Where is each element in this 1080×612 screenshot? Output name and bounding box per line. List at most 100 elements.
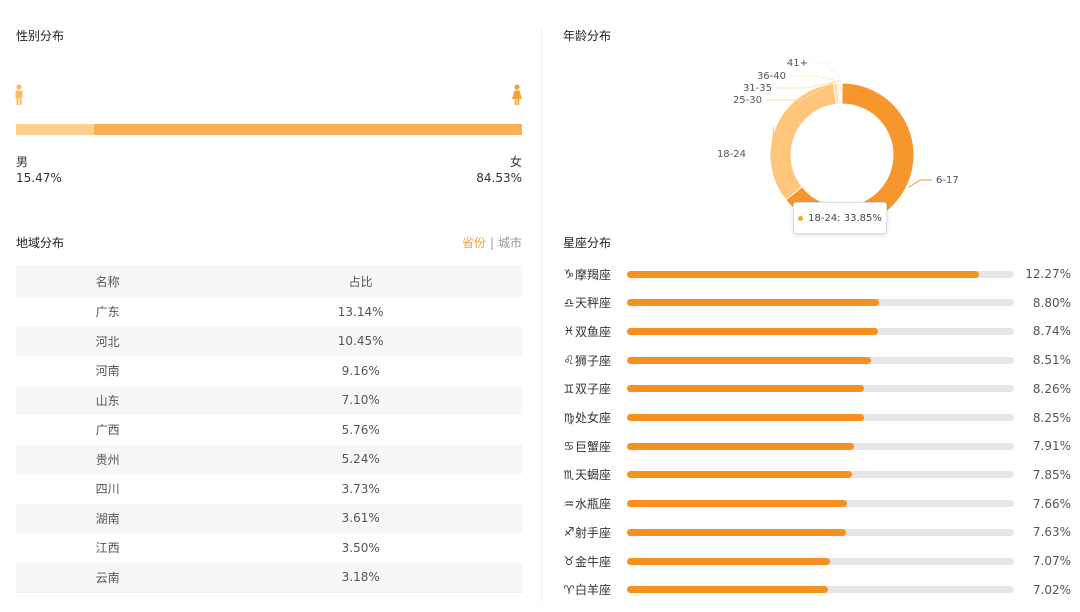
- age-leader-line: [770, 126, 775, 155]
- zodiac-row: ♌ 狮子座 8.51%: [563, 350, 1073, 370]
- zodiac-label: 天蝎座: [575, 468, 612, 483]
- zodiac-icon: ♍: [563, 410, 575, 425]
- zodiac-track: [627, 356, 1014, 364]
- zodiac-bar: [627, 586, 829, 594]
- tooltip-dot: [798, 215, 804, 221]
- column-divider: [541, 28, 542, 603]
- region-name-cell: 广西: [95, 423, 120, 438]
- zodiac-track: [627, 500, 1014, 508]
- region-name-cell: 湖南: [16, 503, 200, 533]
- zodiac-value: 7.85%: [1032, 467, 1071, 482]
- zodiac-track: [627, 586, 1014, 594]
- zodiac-bar: [627, 270, 979, 278]
- gender-title: 性别分布: [16, 29, 65, 43]
- region-name-cell: 河北: [16, 326, 200, 356]
- zodiac-row: ♑ 摩羯座 12.27%: [563, 264, 1073, 284]
- age-leader-line: [766, 80, 836, 101]
- zodiac-icon: ♌: [563, 353, 575, 368]
- zodiac-value: 8.26%: [1032, 381, 1071, 396]
- region-name-cell: 山东: [16, 385, 200, 415]
- zodiac-bar: [627, 471, 853, 479]
- table-row: 四川 3.73%: [16, 474, 522, 504]
- zodiac-label: 摩羯座: [575, 267, 612, 282]
- region-toggle: 省份 | 城市: [462, 234, 522, 251]
- table-row: 河南 9.16%: [16, 356, 522, 386]
- zodiac-icon: ♒: [563, 496, 575, 511]
- header-name: 名称: [16, 265, 200, 297]
- region-percent-cell: 3.73%: [341, 481, 380, 496]
- region-percent-cell: 5.76%: [341, 422, 380, 437]
- tooltip-text: 18-24: 33.85%: [808, 212, 882, 224]
- zodiac-value: 12.27%: [1025, 267, 1071, 281]
- age-slice-6-17: [784, 82, 915, 228]
- zodiac-value: 8.25%: [1032, 410, 1071, 425]
- zodiac-row: ♓ 双鱼座 8.74%: [563, 321, 1073, 341]
- region-percent-cell: 10.45%: [199, 326, 522, 356]
- female-label: 女: [509, 155, 522, 169]
- header-percent: 占比: [199, 265, 522, 297]
- region-percent-cell: 13.14%: [337, 304, 384, 319]
- table-row: 广东 13.14%: [16, 297, 522, 327]
- region-name-cell: 贵州: [16, 444, 200, 474]
- age-label: 31-35: [743, 83, 772, 94]
- age-leader-line: [812, 62, 842, 82]
- region-title: 地域分布: [16, 236, 65, 250]
- zodiac-bar: [627, 385, 864, 393]
- zodiac-bar: [627, 327, 878, 335]
- toggle-province[interactable]: 省份: [461, 236, 486, 250]
- table-row: 湖南 3.61%: [16, 503, 522, 533]
- zodiac-icon: ♊: [563, 381, 575, 396]
- region-name-cell: 河南: [95, 364, 120, 379]
- zodiac-track: [627, 442, 1014, 450]
- age-leader-line: [790, 75, 841, 82]
- zodiac-label: 天秤座: [575, 296, 612, 311]
- zodiac-value: 7.91%: [1032, 439, 1071, 454]
- age-slice-41+: [840, 82, 843, 105]
- age-leader-line: [908, 179, 932, 188]
- zodiac-value: 7.66%: [1032, 496, 1071, 511]
- age-label: 41+: [787, 58, 808, 69]
- zodiac-title: 星座分布: [563, 236, 612, 250]
- female-percent: 84.53%: [476, 171, 522, 185]
- toggle-city[interactable]: 城市: [497, 236, 522, 250]
- age-label: 25-30: [733, 95, 762, 106]
- region-percent-cell: 5.24%: [199, 444, 522, 474]
- table-row: 广西 5.76%: [16, 415, 522, 445]
- zodiac-bar: [627, 442, 854, 450]
- age-label: 6-17: [936, 175, 959, 186]
- age-tooltip: 18-24: 33.85%: [793, 202, 887, 234]
- gender-ratio-bar: [16, 124, 522, 135]
- zodiac-bar: [627, 299, 880, 307]
- zodiac-track: [627, 528, 1014, 536]
- zodiac-bar: [627, 500, 847, 508]
- male-icon: [15, 84, 23, 105]
- table-row: 江西 3.50%: [16, 533, 522, 563]
- region-table: 名称 占比 广东 13.14% 河北 10.45% 河南 9.16% 山东 7.10% 广西 5.…: [16, 265, 522, 593]
- male-percent: 15.47%: [16, 171, 62, 185]
- zodiac-row: ♒ 水瓶座 7.66%: [563, 494, 1073, 514]
- table-row: 云南 3.18%: [16, 562, 522, 593]
- female-icon: [512, 84, 522, 105]
- zodiac-row: ♉ 金牛座 7.07%: [563, 551, 1073, 571]
- zodiac-label: 白羊座: [575, 583, 612, 598]
- zodiac-bar: [627, 557, 830, 565]
- zodiac-label: 狮子座: [575, 353, 612, 368]
- table-row: 山东 7.10%: [16, 385, 522, 415]
- zodiac-row: ♍ 处女座 8.25%: [563, 408, 1073, 428]
- zodiac-track: [627, 471, 1014, 479]
- zodiac-track: [627, 557, 1014, 565]
- zodiac-row: ♏ 天蝎座 7.85%: [563, 465, 1073, 485]
- zodiac-value: 7.07%: [1032, 554, 1071, 568]
- zodiac-icon: ♑: [563, 267, 575, 281]
- age-label: 36-40: [757, 71, 786, 82]
- zodiac-value: 7.63%: [1032, 525, 1071, 540]
- zodiac-icon: ♉: [563, 554, 575, 568]
- region-percent-cell: 7.10%: [199, 385, 522, 415]
- zodiac-value: 8.80%: [1032, 295, 1071, 310]
- zodiac-value: 8.74%: [1032, 324, 1071, 339]
- zodiac-value: 7.02%: [1032, 582, 1071, 597]
- zodiac-label: 水瓶座: [575, 497, 612, 512]
- zodiac-icon: ♈: [563, 582, 575, 597]
- zodiac-bar: [627, 414, 864, 421]
- zodiac-value: 8.51%: [1032, 353, 1071, 368]
